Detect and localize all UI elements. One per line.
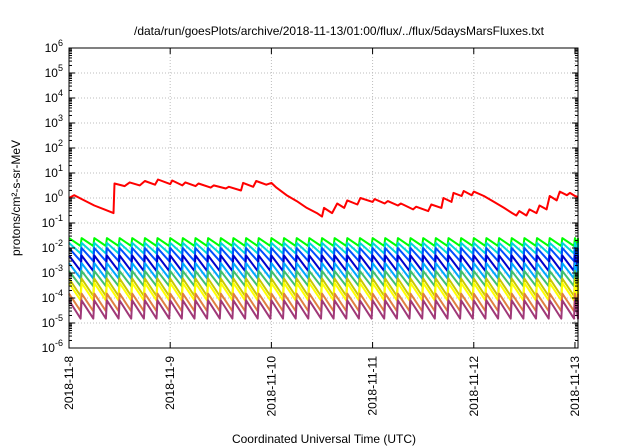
y-tick-label: 10-2 [42,238,63,255]
y-tick-label: 10-4 [42,288,63,305]
x-tick-label: 2018-11-12 [467,356,481,417]
x-tick-label: 2018-11-13 [568,356,582,417]
x-tick-label: 2018-11-9 [163,356,177,410]
y-tick-label: 104 [45,88,63,105]
y-tick-label: 10-1 [42,213,63,230]
y-tick-label: 106 [45,38,63,55]
x-tick-label: 2018-11-10 [264,356,278,417]
series-line-0 [68,178,579,218]
y-tick-label: 10-5 [42,313,63,330]
y-tick-label: 10-6 [42,338,63,355]
y-tick-label: 103 [45,113,63,130]
y-axis-label: protons/cm²-s-sr-MeV [9,140,23,256]
x-tick-label: 2018-11-8 [62,356,76,410]
y-tick-label: 105 [45,63,63,80]
y-tick-label: 100 [45,188,63,205]
y-tick-label: 10-3 [42,263,63,280]
chart-title: /data/run/goesPlots/archive/2018-11-13/0… [134,24,545,38]
x-tick-label: 2018-11-11 [366,356,380,416]
x-axis-label: Coordinated Universal Time (UTC) [232,432,416,446]
y-tick-label: 101 [45,163,63,180]
y-tick-label: 102 [45,138,63,155]
ticks: 10-6 10-5 10-4 10-3 10-2 10-1 100 101 102 103 104 1… [42,38,582,417]
series-line-10 [68,299,579,320]
series-layer [68,178,579,320]
